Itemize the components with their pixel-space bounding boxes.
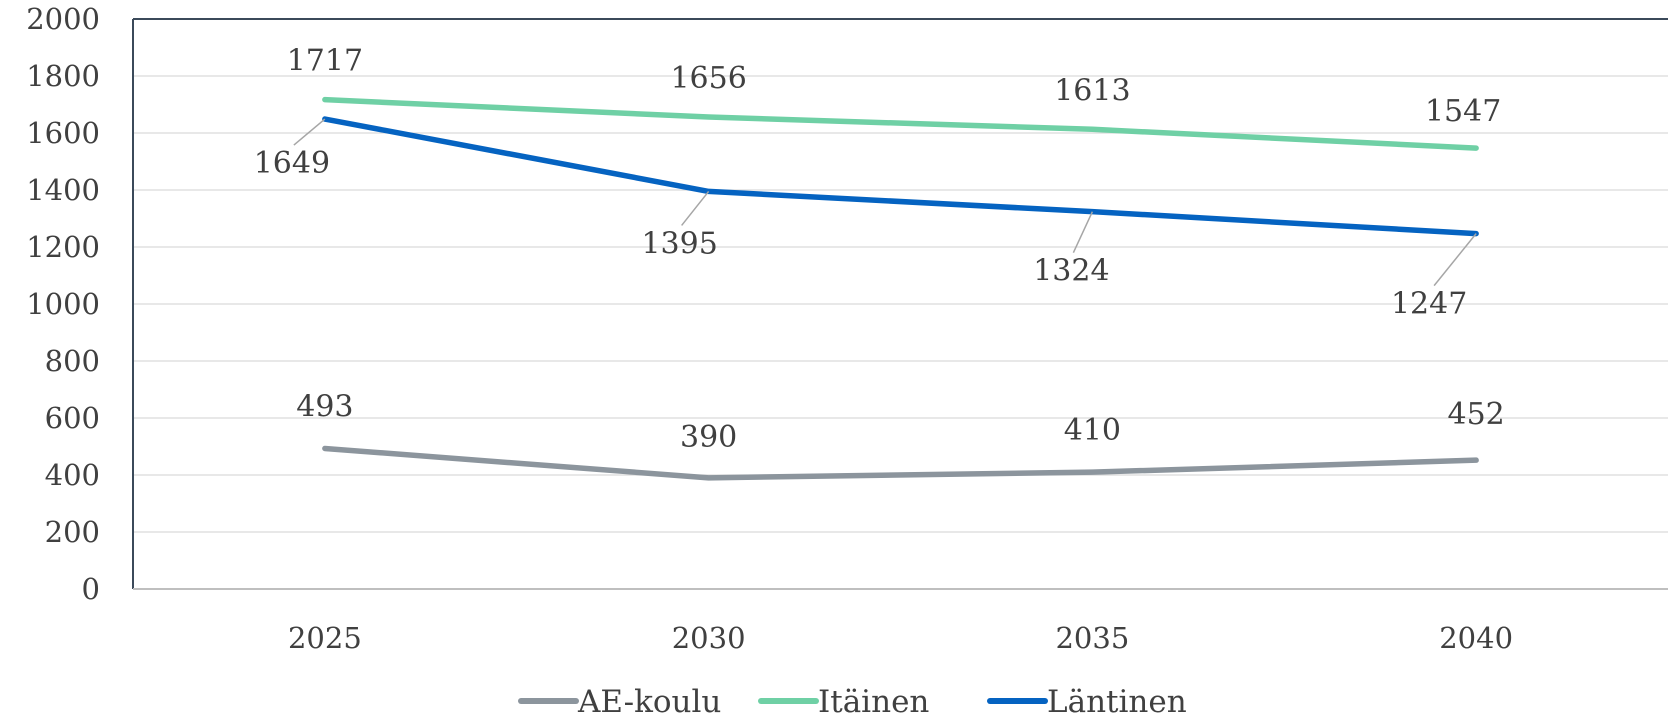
data-label: 1613 (1054, 73, 1130, 108)
series-line-1 (322, 96, 1479, 151)
series-line-0 (322, 445, 1479, 481)
legend-label: Itäinen (818, 684, 929, 717)
data-label: 1547 (1425, 94, 1501, 129)
y-tick-label: 400 (45, 458, 100, 492)
y-tick-label: 1400 (26, 173, 100, 207)
series-lines (322, 96, 1479, 481)
y-tick-label: 600 (45, 401, 100, 435)
leader-line (681, 190, 710, 226)
legend: AE-koulu Itäinen Läntinen (518, 684, 1187, 717)
y-tick-label: 200 (45, 515, 100, 549)
y-axis-ticks: 0 200 400 600 800 1000 1200 1400 1600 1800 2000 (26, 2, 100, 606)
leader-line (1072, 211, 1094, 253)
y-tick-label: 1800 (26, 59, 100, 93)
x-tick-label: 2040 (1439, 621, 1513, 655)
x-tick-label: 2025 (288, 621, 362, 655)
data-label: 1324 (1033, 254, 1109, 289)
x-tick-label: 2035 (1055, 621, 1129, 655)
data-label: 1656 (670, 61, 746, 96)
data-label: 493 (296, 389, 353, 424)
data-label: 390 (680, 420, 737, 455)
data-label: 410 (1064, 413, 1121, 448)
series-line-2 (322, 116, 1479, 237)
y-tick-label: 2000 (26, 2, 100, 36)
data-labels: 493 390 410 452 1717 1656 1613 1547 1649 1395 1324… (254, 44, 1505, 455)
data-label: 452 (1447, 397, 1504, 432)
y-tick-label: 800 (45, 344, 100, 378)
data-label: 1717 (287, 44, 363, 79)
x-tick-label: 2030 (672, 621, 746, 655)
legend-label: Läntinen (1047, 684, 1187, 717)
leader-line (1433, 233, 1477, 287)
y-tick-label: 1000 (26, 287, 100, 321)
data-label: 1649 (254, 146, 330, 181)
y-tick-label: 1200 (26, 230, 100, 264)
axes (132, 18, 1668, 590)
y-tick-label: 1600 (26, 116, 100, 150)
y-tick-label: 0 (82, 572, 100, 606)
data-label: 1247 (1391, 287, 1467, 322)
legend-label: AE-koulu (577, 684, 721, 717)
data-label: 1395 (641, 226, 717, 261)
leader-line (293, 118, 326, 146)
x-axis-ticks: 2025 2030 2035 2040 (288, 621, 1513, 655)
